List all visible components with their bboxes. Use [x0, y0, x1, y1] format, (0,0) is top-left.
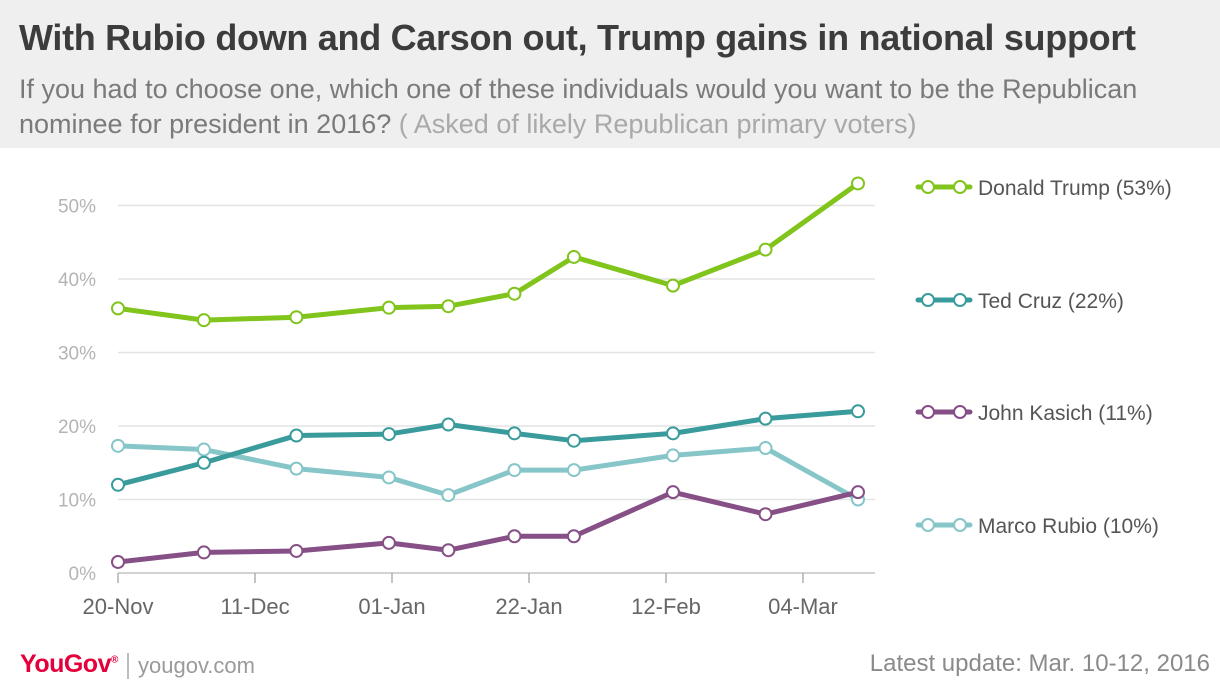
series-line: [115, 489, 861, 565]
data-point: [758, 242, 773, 257]
legend-marker: [953, 518, 967, 532]
footer-divider: [127, 653, 129, 679]
legend-marker: [953, 180, 967, 194]
legend-marker: [921, 405, 935, 419]
data-point: [758, 441, 773, 456]
legend-label: Marco Rubio (10%): [978, 515, 1159, 538]
data-point: [289, 310, 304, 325]
data-point: [289, 543, 304, 558]
x-tick-label: 04-Mar: [768, 594, 838, 619]
data-point: [111, 554, 125, 569]
data-point: [111, 477, 125, 492]
data-point: [666, 485, 680, 500]
data-point: [196, 313, 211, 328]
y-axis-labels: 0% 10% 20% 30% 40% 50%: [58, 197, 96, 586]
gridlines: [118, 204, 875, 501]
series: [111, 404, 865, 492]
data-point: [851, 176, 865, 191]
data-point: [111, 438, 125, 453]
data-point: [441, 299, 456, 314]
data-point: [758, 411, 773, 426]
y-tick-label: 50%: [58, 197, 96, 218]
latest-update: Latest update: Mar. 10-12, 2016: [869, 650, 1210, 677]
x-axis: 20-Nov 11-Dec 01-Jan 22-Jan 12-Feb 04-Mar: [83, 572, 875, 619]
data-point: [381, 427, 396, 442]
series: [111, 176, 865, 328]
data-point: [441, 417, 456, 432]
legend-item: John Kasich (11%): [915, 402, 1153, 425]
brand-name: YouGov: [20, 650, 111, 678]
series-line: [115, 408, 861, 488]
subtitle-note: ( Asked of likely Republican primary vot…: [398, 109, 917, 139]
data-point: [566, 463, 581, 478]
y-tick-label: 0%: [69, 564, 97, 585]
data-point: [441, 543, 456, 558]
data-point: [381, 470, 396, 485]
data-point: [666, 278, 680, 293]
x-tick-label: 11-Dec: [220, 594, 289, 619]
legend: Donald Trump (53%) Ted Cruz (22%) John Kas…: [915, 177, 1172, 538]
legend-label: Ted Cruz (22%): [978, 290, 1124, 313]
data-point: [381, 535, 396, 550]
yougov-logo[interactable]: YouGov®: [20, 650, 118, 679]
legend-item: Donald Trump (53%): [915, 177, 1172, 200]
legend-label: Donald Trump (53%): [978, 177, 1172, 200]
data-point: [758, 507, 773, 522]
data-point: [111, 301, 125, 316]
series-lines: [111, 176, 865, 569]
chart-subtitle: If you had to choose one, which one of t…: [19, 72, 1209, 142]
data-point: [441, 488, 456, 503]
data-point: [851, 404, 865, 419]
legend-marker: [953, 405, 967, 419]
data-point: [196, 455, 211, 470]
legend-item: Marco Rubio (10%): [915, 515, 1159, 538]
y-tick-label: 30%: [58, 344, 96, 365]
series-line: [115, 180, 861, 323]
data-point: [289, 461, 304, 476]
chart-title: With Rubio down and Carson out, Trump ga…: [19, 17, 1136, 58]
brand-mark: ®: [110, 654, 118, 666]
data-point: [666, 426, 680, 441]
data-point: [381, 300, 396, 315]
x-tick-label: 12-Feb: [631, 594, 701, 619]
legend-marker: [921, 180, 935, 194]
data-point: [566, 433, 581, 448]
legend-marker: [921, 518, 935, 532]
legend-item: Ted Cruz (22%): [915, 290, 1124, 313]
data-point: [507, 529, 522, 544]
legend-marker: [953, 293, 967, 307]
data-point: [566, 529, 581, 544]
data-point: [666, 448, 680, 463]
series: [111, 438, 865, 507]
data-point: [507, 463, 522, 478]
data-point: [289, 428, 304, 443]
series-line: [115, 443, 861, 502]
legend-marker: [921, 293, 935, 307]
data-point: [566, 249, 581, 264]
y-tick-label: 40%: [58, 270, 96, 291]
data-point: [507, 286, 522, 301]
data-point: [851, 485, 865, 500]
subtitle-question: If you had to choose one, which one of t…: [19, 74, 1138, 139]
data-point: [196, 442, 211, 457]
x-tick-label: 20-Nov: [83, 594, 154, 619]
y-tick-label: 10%: [58, 491, 96, 512]
y-tick-label: 20%: [58, 417, 96, 438]
data-point: [507, 426, 522, 441]
legend-label: John Kasich (11%): [978, 402, 1153, 425]
site-link[interactable]: yougov.com: [138, 653, 255, 678]
header: With Rubio down and Carson out, Trump ga…: [0, 0, 1220, 148]
line-chart: 0% 10% 20% 30% 40% 50% 20-Nov 11-Dec 01-Jan 22-J…: [58, 176, 1172, 619]
series: [111, 485, 865, 569]
x-tick-label: 01-Jan: [358, 594, 425, 619]
x-tick-label: 22-Jan: [495, 594, 562, 619]
data-point: [196, 545, 211, 560]
